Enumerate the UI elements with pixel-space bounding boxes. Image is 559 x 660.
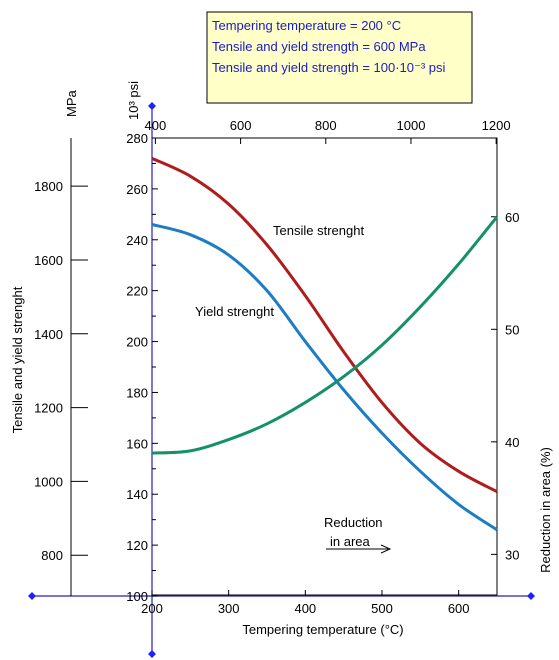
psi-tick-label: 240 [126, 233, 148, 248]
right-tick-label: 50 [505, 322, 519, 337]
tensile-curve [151, 156, 498, 494]
mpa-tick-label: 800 [41, 548, 63, 563]
psi-tick-label: 120 [126, 538, 148, 553]
x-top-tick-label: 1200 [482, 118, 511, 133]
info-line-2: Tensile and yield strength = 600 MPa [212, 39, 426, 54]
handle-left [28, 592, 36, 600]
right-axis-title: Reduction in area (%) [538, 447, 553, 573]
handle-top [148, 102, 156, 110]
psi-tick-label: 140 [126, 487, 148, 502]
info-line-3: Tensile and yield strength = 100·10⁻³ ps… [212, 60, 446, 75]
x-top-tick-label: 800 [315, 118, 337, 133]
mpa-tick-label: 1200 [34, 401, 63, 416]
x-tick-label: 500 [371, 601, 393, 616]
reduction-label-line2: in area [330, 534, 371, 549]
right-tick-label: 30 [505, 547, 519, 562]
info-line-1: Tempering temperature = 200 °C [212, 18, 401, 33]
psi-tick-label: 200 [126, 335, 148, 350]
psi-tick-label: 160 [126, 436, 148, 451]
mpa-tick-label: 1000 [34, 474, 63, 489]
mpa-unit-label: MPa [64, 90, 79, 118]
reduction-arrow-head [380, 544, 392, 554]
info-box [206, 11, 473, 104]
psi-tick-label: 260 [126, 182, 148, 197]
yield-curve [151, 223, 498, 532]
x-tick-label: 200 [141, 601, 163, 616]
psi-tick-label: 220 [126, 284, 148, 299]
right-tick-label: 40 [505, 435, 519, 450]
x-tick-label: 600 [448, 601, 470, 616]
handle-right [527, 592, 535, 600]
reduction-label-line1: Reduction [324, 515, 383, 530]
axis-handles [28, 102, 535, 658]
mpa-tick-label: 1800 [34, 179, 63, 194]
mpa-tick-label: 1400 [34, 327, 63, 342]
psi-tick-label: 280 [126, 131, 148, 146]
reduction-curve [151, 215, 499, 455]
yield-label: Yield strenght [195, 304, 274, 319]
handle-bottom [148, 650, 156, 658]
x-top-tick-label: 400 [145, 118, 167, 133]
psi-unit-label: 10³ psi [126, 81, 141, 120]
x-tick-label: 300 [218, 601, 240, 616]
psi-tick-label: 180 [126, 385, 148, 400]
x-tick-label: 400 [294, 601, 316, 616]
x-axis-title: Tempering temperature (°C) [242, 622, 403, 637]
x-top-tick-label: 600 [230, 118, 252, 133]
right-tick-label: 60 [505, 210, 519, 225]
y-axis-title: Tensile and yield strenght [10, 286, 25, 433]
psi-tick-label: 100 [126, 589, 148, 604]
tensile-label: Tensile strenght [273, 223, 364, 238]
x-top-tick-label: 1000 [397, 118, 426, 133]
mpa-tick-label: 1600 [34, 253, 63, 268]
